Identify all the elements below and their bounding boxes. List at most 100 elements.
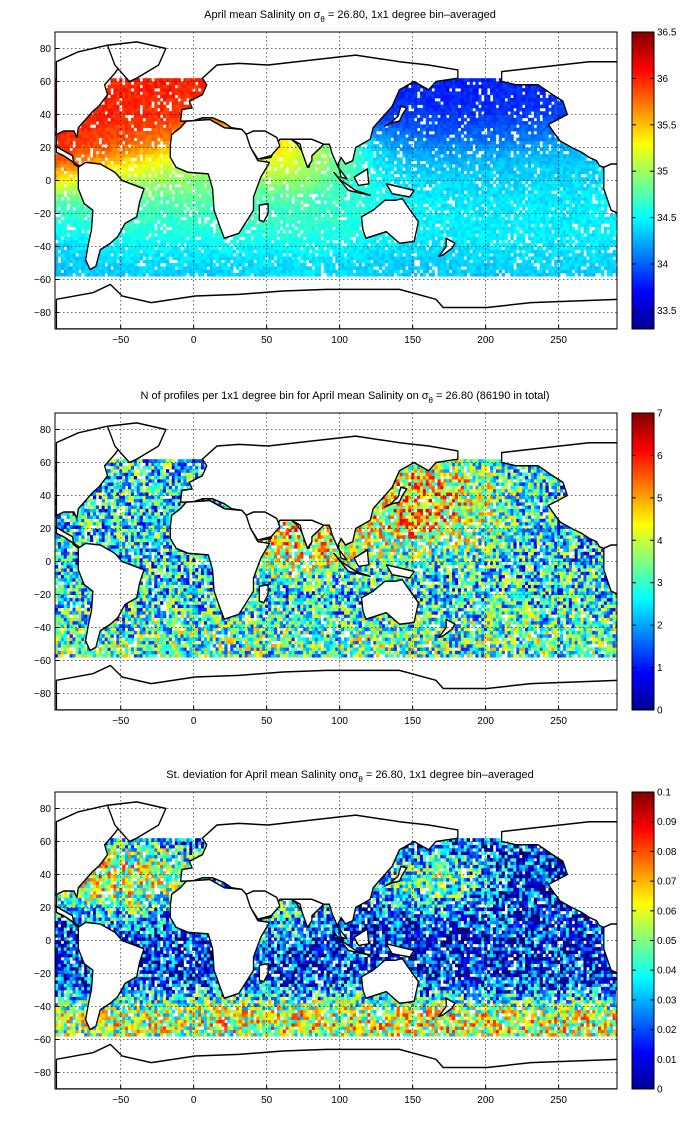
heatmap-cell: [364, 187, 368, 191]
heatmap-cell: [545, 226, 549, 231]
heatmap-cell: [568, 243, 573, 247]
heatmap-cell: [168, 223, 173, 228]
heatmap-cell: [107, 256, 111, 261]
heatmap-cell: [151, 226, 155, 231]
heatmap-cell: [589, 253, 593, 257]
heatmap-cell: [323, 213, 327, 218]
heatmap-cell: [358, 236, 362, 241]
heatmap-cell: [198, 243, 202, 247]
heatmap-cell: [361, 210, 365, 214]
heatmap-cell: [311, 269, 316, 274]
heatmap-cell: [440, 266, 444, 270]
heatmap-cell: [183, 246, 187, 251]
heatmap-cell: [565, 259, 570, 264]
heatmap-cell: [609, 226, 613, 231]
heatmap-cell: [478, 226, 482, 231]
heatmap-cell: [460, 193, 465, 198]
heatmap-cell: [311, 183, 316, 188]
heatmap-cell: [268, 272, 272, 277]
heatmap-cell: [180, 223, 184, 228]
heatmap-cell: [215, 269, 219, 274]
heatmap-cell: [55, 220, 59, 224]
heatmap-cell: [612, 263, 616, 267]
heatmap-cell: [72, 216, 76, 221]
heatmap-cell: [78, 193, 82, 198]
heatmap-cell: [495, 203, 500, 208]
heatmap-cell: [606, 259, 611, 264]
heatmap-cell: [142, 249, 146, 254]
heatmap-cell: [367, 269, 371, 274]
heatmap-cell: [160, 249, 164, 254]
heatmap-cell: [510, 243, 514, 247]
heatmap-cell: [495, 256, 500, 261]
heatmap-cell: [163, 190, 167, 195]
heatmap-cell: [487, 269, 491, 274]
heatmap-cell: [533, 249, 538, 254]
heatmap-cell: [595, 230, 599, 234]
heatmap-cell: [554, 216, 558, 221]
heatmap-cell: [344, 233, 348, 237]
heatmap-cell: [460, 253, 465, 257]
heatmap-cell: [492, 233, 497, 237]
heatmap-cell: [314, 249, 319, 254]
heatmap-cell: [136, 243, 141, 247]
heatmap-cell: [136, 183, 141, 188]
heatmap-cell: [224, 253, 228, 257]
heatmap-cell: [417, 239, 421, 244]
heatmap-cell: [66, 269, 70, 274]
heatmap-cell: [364, 197, 368, 201]
heatmap-cell: [276, 210, 281, 214]
heatmap-cell: [69, 220, 73, 224]
heatmap-cell: [562, 236, 567, 241]
heatmap-cell: [548, 187, 552, 191]
heatmap-cell: [203, 263, 208, 267]
heatmap-cell: [276, 183, 281, 188]
heatmap-cell: [215, 226, 219, 231]
heatmap-cell: [241, 246, 246, 251]
heatmap-cell: [598, 266, 602, 270]
heatmap-cell: [452, 197, 456, 201]
heatmap-cell: [580, 239, 584, 244]
heatmap-cell: [384, 190, 389, 195]
heatmap-cell: [346, 263, 351, 267]
heatmap-cell: [122, 226, 126, 231]
heatmap-cell: [560, 253, 564, 257]
heatmap-cell: [580, 233, 584, 237]
heatmap-cell: [495, 200, 500, 204]
heatmap-cell: [273, 269, 278, 274]
heatmap-cell: [527, 259, 532, 264]
heatmap-cell: [253, 206, 257, 211]
heatmap-cell: [174, 213, 178, 218]
heatmap-cell: [119, 272, 123, 277]
heatmap-cell: [63, 243, 68, 247]
heatmap-cell: [314, 266, 319, 270]
heatmap-cell: [542, 206, 546, 211]
heatmap-cell: [513, 253, 517, 257]
heatmap-cell: [259, 233, 263, 237]
heatmap-cell: [449, 183, 453, 188]
heatmap-cell: [352, 220, 357, 224]
heatmap-cell: [615, 236, 617, 241]
heatmap-cell: [192, 272, 196, 277]
heatmap-cell: [481, 233, 485, 237]
heatmap-cell: [437, 272, 441, 277]
heatmap-cell: [457, 180, 462, 185]
heatmap-cell: [148, 197, 152, 201]
heatmap-cell: [460, 180, 465, 185]
heatmap-cell: [598, 233, 602, 237]
heatmap-cell: [198, 226, 202, 231]
heatmap-cell: [446, 190, 450, 195]
heatmap-cell: [265, 269, 269, 274]
heatmap-cell: [136, 246, 141, 251]
heatmap-cell: [75, 259, 79, 264]
heatmap-cell: [271, 180, 275, 185]
heatmap-cell: [335, 246, 339, 251]
heatmap-cell: [300, 239, 304, 244]
heatmap-cell: [390, 246, 395, 251]
heatmap-cell: [119, 259, 123, 264]
heatmap-cell: [603, 233, 608, 237]
heatmap-cell: [113, 243, 117, 247]
heatmap-cell: [352, 233, 357, 237]
heatmap-cell: [60, 180, 65, 185]
